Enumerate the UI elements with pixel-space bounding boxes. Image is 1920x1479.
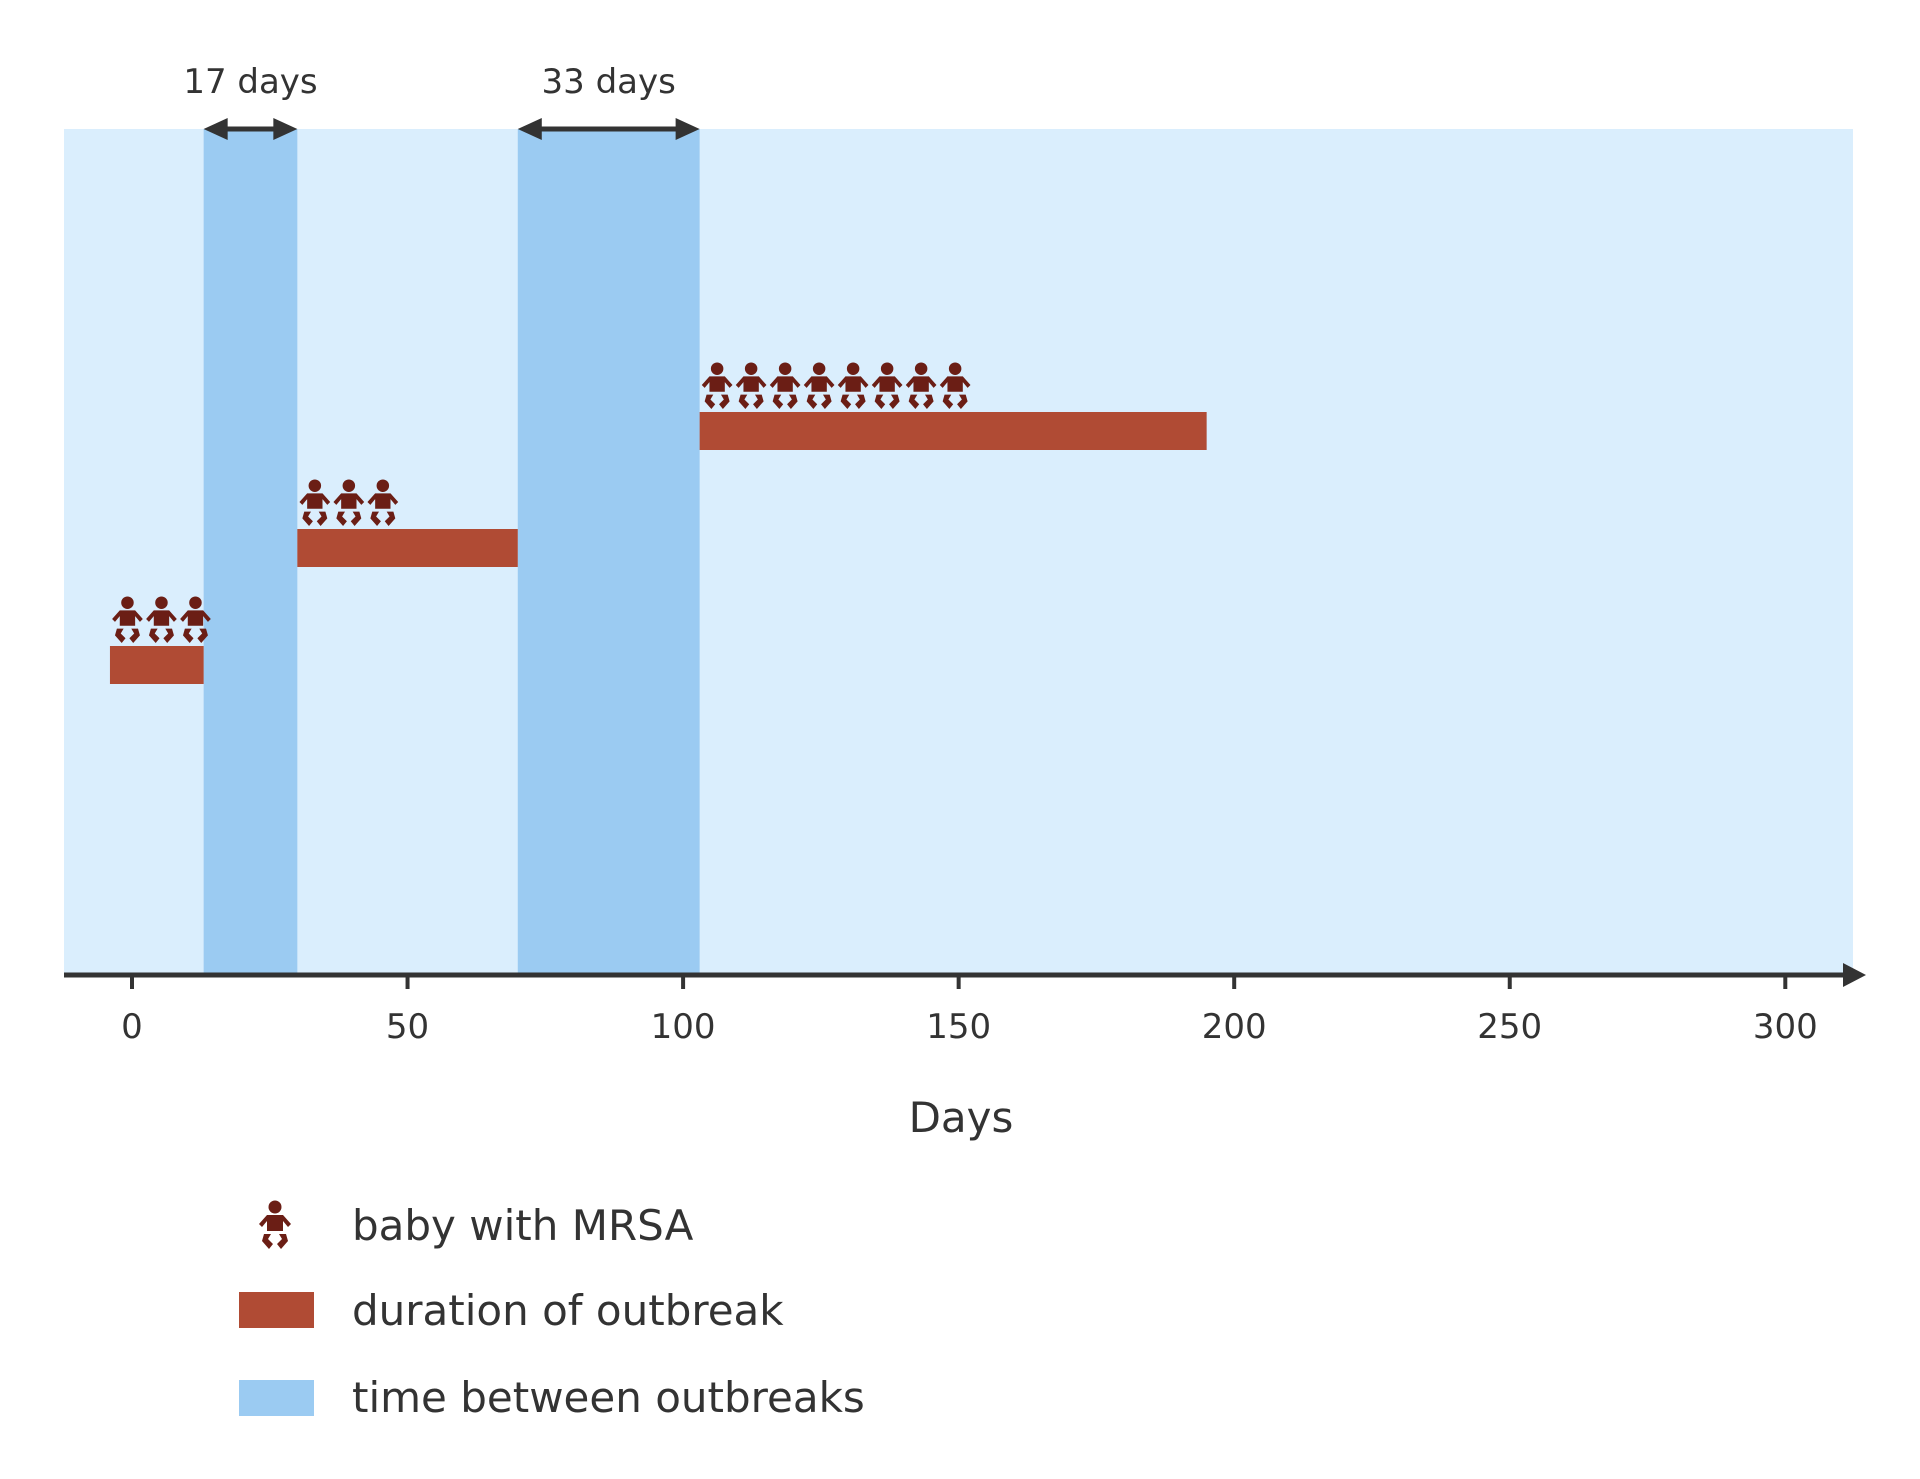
x-tick-label: 150 [926,1007,991,1047]
arrow-right-icon [273,118,298,140]
x-tick-label: 200 [1202,1007,1267,1047]
gap-duration-label: 17 days [183,62,317,102]
x-tick-label: 250 [1477,1007,1542,1047]
legend-outbreak-label: duration of outbreak [352,1286,784,1335]
legend-outbreak-swatch [239,1292,314,1328]
legend-baby-icon [259,1200,291,1249]
outbreak-bar [297,529,518,567]
x-tick-label: 50 [386,1007,429,1047]
x-tick-label: 0 [121,1007,143,1047]
arrow-right-icon [675,118,700,140]
x-tick-label: 300 [1753,1007,1818,1047]
gap-band [517,129,700,975]
legend-gap-swatch [239,1380,314,1416]
outbreak-bar [699,412,1207,450]
x-axis-label: Days [909,1093,1014,1142]
axis-arrow-icon [1843,963,1866,987]
legend: baby with MRSA duration of outbreak time… [239,1200,865,1422]
legend-baby-label: baby with MRSA [352,1201,694,1250]
x-tick-label: 100 [651,1007,716,1047]
outbreak-bar [109,646,204,684]
gap-duration-label: 33 days [542,62,676,102]
arrow-left-icon [203,118,228,140]
legend-gap-label: time between outbreaks [352,1373,865,1422]
gap-band [203,129,298,975]
arrow-left-icon [517,118,542,140]
